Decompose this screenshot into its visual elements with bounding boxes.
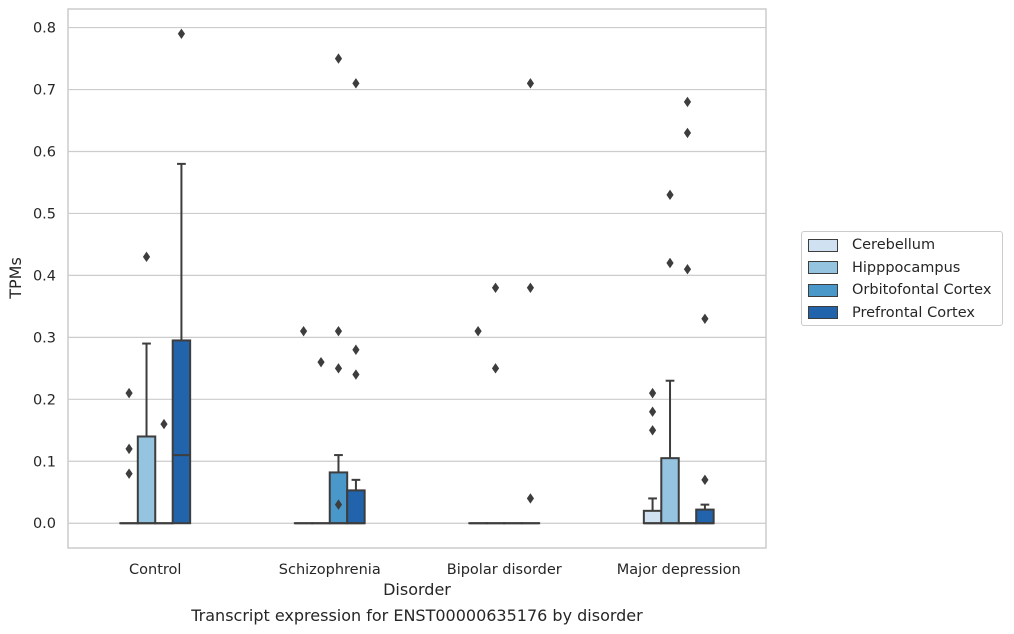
outlier-point — [334, 325, 343, 337]
box-body — [136, 435, 157, 525]
outlier-point — [683, 127, 692, 139]
legend-item: Prefrontal Cortex — [808, 304, 975, 322]
legend-item: Cerebellum — [808, 236, 935, 254]
legend-item: Orbitofontal Cortex — [808, 281, 991, 299]
y-tick-label: 0.4 — [33, 268, 56, 284]
y-axis-label: TPMs — [6, 257, 25, 300]
outlier-point — [666, 257, 674, 269]
box-body — [328, 471, 349, 525]
box-body — [695, 508, 715, 525]
outlier-point — [334, 499, 343, 510]
box-orbitofontal-cortex — [328, 454, 349, 525]
y-tick-label: 0.5 — [33, 206, 56, 222]
y-tick-label: 0.0 — [33, 516, 56, 532]
boxes — [119, 162, 715, 525]
x-tick-label: Major depression — [617, 562, 741, 578]
outlier-point — [334, 363, 343, 374]
outlier-point — [491, 363, 500, 374]
outlier-point — [177, 28, 186, 39]
plot-frame — [67, 8, 767, 549]
y-tick-label: 0.3 — [33, 330, 56, 346]
outlier-point — [352, 369, 360, 380]
outliers — [125, 28, 709, 510]
legend-label: Prefrontal Cortex — [852, 304, 975, 321]
x-tick-label: Schizophrenia — [279, 562, 381, 578]
y-tick-label: 0.1 — [33, 454, 56, 470]
legend-label: Cerebellum — [852, 237, 936, 253]
outlier-point — [125, 443, 133, 455]
outlier-point — [648, 425, 657, 436]
legend-swatch — [808, 261, 838, 274]
legend-item: Hipppocampus — [808, 259, 960, 277]
legend-swatch — [808, 306, 838, 319]
y-tick-label: 0.2 — [33, 392, 56, 408]
box-prefrontal-cortex — [171, 162, 192, 525]
outlier-point — [299, 325, 308, 337]
box-prefrontal-cortex — [346, 478, 366, 525]
outlier-point — [317, 356, 325, 368]
outlier-point — [683, 96, 692, 108]
figure-caption: Transcript expression for ENST0000063517… — [191, 606, 643, 625]
y-tick-label: 0.8 — [33, 21, 56, 37]
outlier-point — [526, 282, 535, 293]
outlier-point — [142, 251, 151, 263]
y-tick-label: 0.7 — [33, 83, 56, 99]
outlier-point — [474, 325, 482, 337]
legend-swatch — [808, 238, 838, 252]
outlier-point — [334, 53, 343, 64]
outlier-point — [648, 406, 657, 417]
outlier-point — [526, 493, 535, 504]
box-body — [660, 457, 680, 525]
legend-swatch — [808, 283, 838, 297]
outlier-point — [683, 264, 692, 275]
outlier-point — [125, 468, 133, 479]
x-tick-label: Bipolar disorder — [447, 562, 562, 578]
y-tick-labels: 0.0 0.1 0.2 0.3 0.4 0.5 0.6 0.7 0.8 — [33, 21, 56, 533]
outlier-point — [648, 387, 657, 399]
legend: Cerebellum Hipppocampus Orbitofontal Corte… — [801, 231, 1003, 326]
y-tick-label: 0.6 — [33, 144, 56, 160]
x-axis-label: Disorder — [383, 580, 451, 599]
legend-label: Orbitofontal Cortex — [852, 282, 992, 298]
x-tick-label: Control — [129, 562, 181, 578]
outlier-point — [352, 78, 360, 89]
outlier-point — [491, 282, 500, 293]
outlier-point — [701, 313, 709, 324]
box-cerebellum — [642, 497, 663, 525]
box-hipppocampus — [136, 342, 157, 525]
outlier-point — [160, 418, 168, 430]
outlier-point — [666, 189, 674, 201]
outlier-point — [701, 474, 709, 486]
outlier-point — [352, 344, 360, 355]
outlier-point — [526, 78, 535, 89]
box-body — [171, 339, 192, 525]
box-body — [346, 489, 366, 525]
legend-label: Hipppocampus — [852, 259, 961, 276]
outlier-point — [125, 387, 133, 399]
box-prefrontal-cortex — [695, 503, 715, 525]
x-tick-labels: Control Schizophrenia Bipolar disorder Majo… — [129, 562, 741, 578]
box-hipppocampus — [660, 379, 680, 525]
box-body — [642, 509, 663, 525]
